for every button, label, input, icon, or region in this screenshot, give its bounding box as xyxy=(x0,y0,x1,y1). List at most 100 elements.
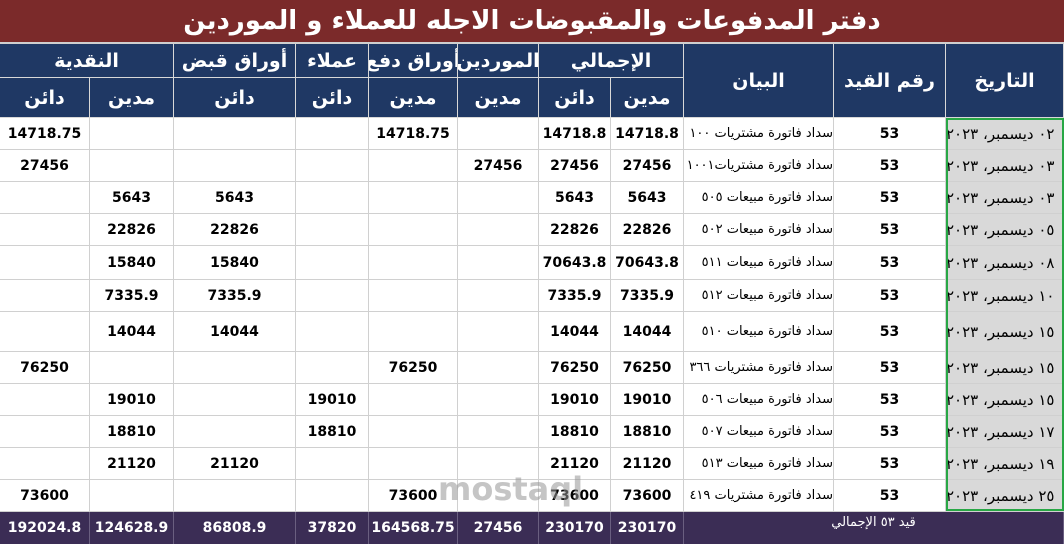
cash-credit-cell[interactable] xyxy=(0,448,90,480)
rec-credit-cell[interactable]: 15840 xyxy=(174,246,296,280)
cash-credit-cell[interactable]: 76250 xyxy=(0,352,90,384)
statement-cell[interactable]: سداد فاتورة مبيعات ٥١٢ xyxy=(684,280,834,312)
header-receivables-papers[interactable]: أوراق قبض xyxy=(174,44,296,78)
date-cell[interactable]: ١٥ ديسمبر، ٢٠٢٣ xyxy=(946,384,1064,416)
cash-debit-cell[interactable]: 22826 xyxy=(90,214,174,246)
cash-debit-cell[interactable] xyxy=(90,118,174,150)
pay-debit-cell[interactable] xyxy=(369,150,458,182)
header-pay-debit[interactable]: مدين xyxy=(369,78,458,118)
entry-no-cell[interactable]: 53 xyxy=(834,118,946,150)
date-cell[interactable]: ٠٥ ديسمبر، ٢٠٢٣ xyxy=(946,214,1064,246)
header-cash-credit[interactable]: دائن xyxy=(0,78,90,118)
total-pay-debit[interactable]: 164568.75 xyxy=(369,512,458,544)
cash-credit-cell[interactable] xyxy=(0,312,90,352)
rec-credit-cell[interactable] xyxy=(174,384,296,416)
total-debit-cell[interactable]: 7335.9 xyxy=(611,280,684,312)
rec-credit-cell[interactable]: 14044 xyxy=(174,312,296,352)
total-total-credit[interactable]: 230170 xyxy=(539,512,611,544)
total-label[interactable]: قيد ٥٣ الإجمالي xyxy=(684,512,1064,544)
supp-debit-cell[interactable] xyxy=(458,480,539,512)
cust-credit-cell[interactable] xyxy=(296,150,369,182)
cash-credit-cell[interactable] xyxy=(0,280,90,312)
total-debit-cell[interactable]: 18810 xyxy=(611,416,684,448)
header-cust-credit[interactable]: دائن xyxy=(296,78,369,118)
supp-debit-cell[interactable] xyxy=(458,448,539,480)
pay-debit-cell[interactable]: 14718.75 xyxy=(369,118,458,150)
entry-no-cell[interactable]: 53 xyxy=(834,312,946,352)
cash-debit-cell[interactable]: 5643 xyxy=(90,182,174,214)
total-rec-credit[interactable]: 86808.9 xyxy=(174,512,296,544)
cash-debit-cell[interactable]: 7335.9 xyxy=(90,280,174,312)
total-debit-cell[interactable]: 5643 xyxy=(611,182,684,214)
pay-debit-cell[interactable] xyxy=(369,448,458,480)
rec-credit-cell[interactable] xyxy=(174,416,296,448)
statement-cell[interactable]: سداد فاتورة مبيعات ٥٠٥ xyxy=(684,182,834,214)
total-credit-cell[interactable]: 27456 xyxy=(539,150,611,182)
rec-credit-cell[interactable]: 21120 xyxy=(174,448,296,480)
cash-debit-cell[interactable] xyxy=(90,150,174,182)
cust-credit-cell[interactable] xyxy=(296,480,369,512)
rec-credit-cell[interactable] xyxy=(174,118,296,150)
total-debit-cell[interactable]: 76250 xyxy=(611,352,684,384)
cash-debit-cell[interactable]: 18810 xyxy=(90,416,174,448)
header-cash-debit[interactable]: مدين xyxy=(90,78,174,118)
total-credit-cell[interactable]: 14718.8 xyxy=(539,118,611,150)
total-cash-debit[interactable]: 124628.9 xyxy=(90,512,174,544)
pay-debit-cell[interactable] xyxy=(369,182,458,214)
header-total[interactable]: الإجمالي xyxy=(539,44,684,78)
pay-debit-cell[interactable] xyxy=(369,312,458,352)
total-cash-credit[interactable]: 192024.8 xyxy=(0,512,90,544)
total-debit-cell[interactable]: 19010 xyxy=(611,384,684,416)
cust-credit-cell[interactable] xyxy=(296,352,369,384)
statement-cell[interactable]: سداد فاتورة مبيعات ٥١٣ xyxy=(684,448,834,480)
header-customers[interactable]: عملاء xyxy=(296,44,369,78)
total-debit-cell[interactable]: 70643.8 xyxy=(611,246,684,280)
entry-no-cell[interactable]: 53 xyxy=(834,352,946,384)
cash-debit-cell[interactable] xyxy=(90,352,174,384)
pay-debit-cell[interactable]: 76250 xyxy=(369,352,458,384)
cash-credit-cell[interactable]: 27456 xyxy=(0,150,90,182)
cash-debit-cell[interactable] xyxy=(90,480,174,512)
total-total-debit[interactable]: 230170 xyxy=(611,512,684,544)
date-cell[interactable]: ١٩ ديسمبر، ٢٠٢٣ xyxy=(946,448,1064,480)
total-credit-cell[interactable]: 70643.8 xyxy=(539,246,611,280)
total-credit-cell[interactable]: 21120 xyxy=(539,448,611,480)
cash-credit-cell[interactable]: 14718.75 xyxy=(0,118,90,150)
cust-credit-cell[interactable] xyxy=(296,312,369,352)
supp-debit-cell[interactable] xyxy=(458,118,539,150)
rec-credit-cell[interactable]: 7335.9 xyxy=(174,280,296,312)
supp-debit-cell[interactable] xyxy=(458,214,539,246)
cust-credit-cell[interactable] xyxy=(296,448,369,480)
header-date[interactable]: التاريخ xyxy=(946,44,1064,118)
total-debit-cell[interactable]: 27456 xyxy=(611,150,684,182)
date-cell[interactable]: ١٥ ديسمبر، ٢٠٢٣ xyxy=(946,352,1064,384)
cash-debit-cell[interactable]: 21120 xyxy=(90,448,174,480)
statement-cell[interactable]: سداد فاتورة مشتريات ١٠٠ xyxy=(684,118,834,150)
cust-credit-cell[interactable] xyxy=(296,214,369,246)
rec-credit-cell[interactable] xyxy=(174,480,296,512)
cash-credit-cell[interactable]: 73600 xyxy=(0,480,90,512)
header-supp-debit[interactable]: مدين xyxy=(458,78,539,118)
pay-debit-cell[interactable] xyxy=(369,214,458,246)
total-credit-cell[interactable]: 18810 xyxy=(539,416,611,448)
total-credit-cell[interactable]: 22826 xyxy=(539,214,611,246)
cash-debit-cell[interactable]: 15840 xyxy=(90,246,174,280)
supp-debit-cell[interactable] xyxy=(458,384,539,416)
supp-debit-cell[interactable] xyxy=(458,246,539,280)
statement-cell[interactable]: سداد فاتورة مشتريات١٠٠١ xyxy=(684,150,834,182)
date-cell[interactable]: ٢٥ ديسمبر، ٢٠٢٣ xyxy=(946,480,1064,512)
cust-credit-cell[interactable] xyxy=(296,280,369,312)
statement-cell[interactable]: سداد فاتورة مبيعات ٥٠٢ xyxy=(684,214,834,246)
cash-credit-cell[interactable] xyxy=(0,214,90,246)
header-cash[interactable]: النقدية xyxy=(0,44,174,78)
pay-debit-cell[interactable] xyxy=(369,384,458,416)
date-cell[interactable]: ٠٣ ديسمبر، ٢٠٢٣ xyxy=(946,182,1064,214)
entry-no-cell[interactable]: 53 xyxy=(834,280,946,312)
entry-no-cell[interactable]: 53 xyxy=(834,150,946,182)
header-entry-no[interactable]: رقم القيد xyxy=(834,44,946,118)
total-credit-cell[interactable]: 73600 xyxy=(539,480,611,512)
total-debit-cell[interactable]: 14044 xyxy=(611,312,684,352)
cust-credit-cell[interactable]: 19010 xyxy=(296,384,369,416)
header-statement[interactable]: البيان xyxy=(684,44,834,118)
header-payables-papers[interactable]: أوراق دفع xyxy=(369,44,458,78)
